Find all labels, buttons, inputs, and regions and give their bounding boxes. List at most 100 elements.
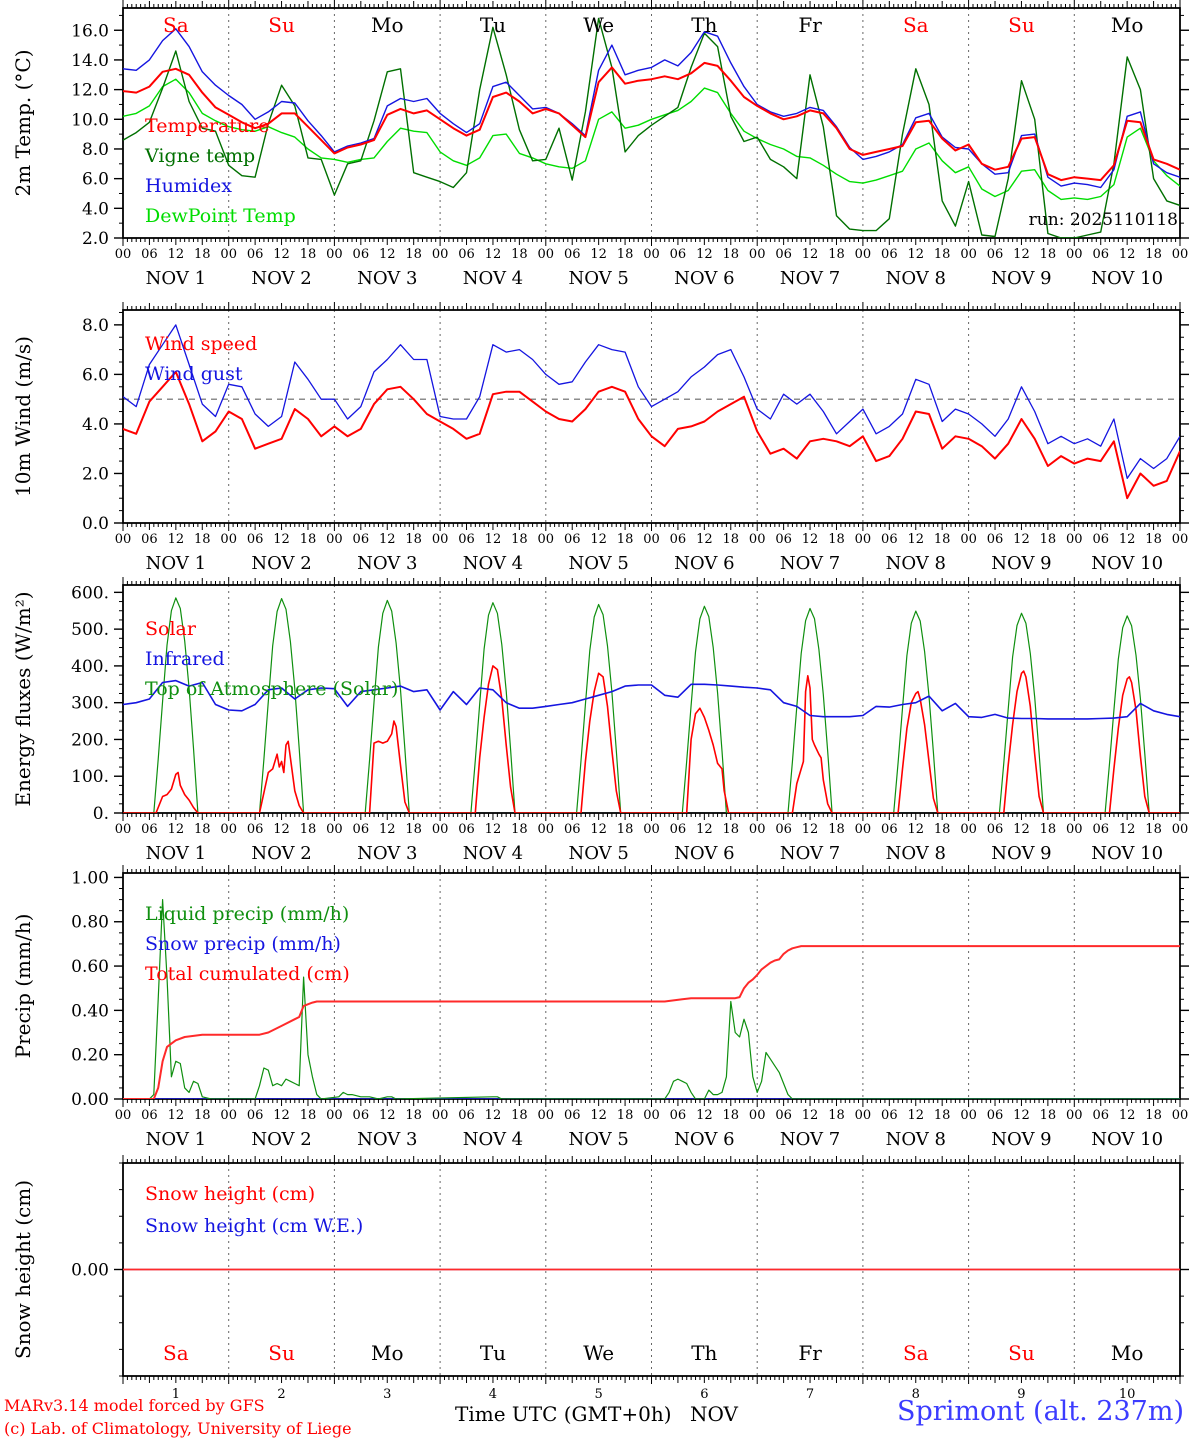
date-label: NOV 4 <box>463 553 523 574</box>
hour-tick-label: 18 <box>1040 247 1057 262</box>
y-tick-label: 1.00 <box>71 868 109 888</box>
hour-tick-label: 12 <box>590 532 607 547</box>
hour-tick-label: 12 <box>907 822 924 837</box>
day-name-label: We <box>583 13 614 37</box>
day-number-label: 8 <box>912 1387 920 1402</box>
hour-tick-label: 06 <box>458 532 475 547</box>
day-number-label: 10 <box>1119 1387 1136 1402</box>
day-name-label: Tu <box>480 13 506 37</box>
y-axis-title: Precip (mm/h) <box>11 914 35 1059</box>
hour-tick-label: 06 <box>564 532 581 547</box>
hour-tick-label: 18 <box>617 822 634 837</box>
hour-tick-label: 18 <box>617 247 634 262</box>
y-tick-label: 600. <box>71 583 109 603</box>
day-name-label: Fr <box>798 13 822 37</box>
date-label: NOV 9 <box>991 268 1051 289</box>
date-label: NOV 6 <box>674 553 734 574</box>
hour-tick-label: 00 <box>115 822 132 837</box>
hour-tick-label: 18 <box>723 532 740 547</box>
legend-wind-0: Wind speed <box>145 333 257 355</box>
hour-tick-label: 06 <box>564 1108 581 1123</box>
day-name-label: Fr <box>798 1341 822 1365</box>
hour-tick-label: 12 <box>379 532 396 547</box>
y-tick-label: 500. <box>71 620 109 640</box>
hour-tick-label: 18 <box>405 247 422 262</box>
hour-tick-label: 06 <box>1092 532 1109 547</box>
hour-tick-label: 12 <box>379 247 396 262</box>
hour-tick-label: 18 <box>828 822 845 837</box>
hour-tick-label: 06 <box>247 532 264 547</box>
hour-tick-label: 06 <box>670 532 687 547</box>
vigne-temp-line <box>123 17 1180 238</box>
date-label: NOV 5 <box>568 553 628 574</box>
hour-tick-label: 06 <box>670 247 687 262</box>
date-label: NOV 7 <box>780 268 840 289</box>
day-number-label: 9 <box>1017 1387 1025 1402</box>
hour-tick-label: 12 <box>590 1108 607 1123</box>
hour-tick-label: 12 <box>379 822 396 837</box>
hour-tick-label: 18 <box>300 822 317 837</box>
hour-tick-label: 18 <box>1145 1108 1162 1123</box>
temperature-line <box>123 61 1180 182</box>
y-tick-label: 300. <box>71 694 109 714</box>
hour-tick-label: 18 <box>194 822 211 837</box>
legend-energy-fluxes-2: Top of Atmosphere (Solar) <box>145 678 398 700</box>
hour-tick-label: 00 <box>1172 532 1189 547</box>
hour-tick-label: 12 <box>802 247 819 262</box>
hour-tick-label: 18 <box>723 1108 740 1123</box>
date-label: NOV 7 <box>780 553 840 574</box>
panel-snow-height: 0.00 Snow height (cm) Snow height (cm) Snow… <box>11 1155 1189 1402</box>
hour-tick-label: 12 <box>485 1108 502 1123</box>
day-name-label: Sa <box>163 13 189 37</box>
day-name-label: Sa <box>903 1341 929 1365</box>
hour-tick-label: 00 <box>1066 822 1083 837</box>
hour-tick-label: 06 <box>141 1108 158 1123</box>
hour-tick-label: 00 <box>326 532 343 547</box>
hour-tick-label: 12 <box>485 247 502 262</box>
total-cumulated-line <box>123 945 1180 1099</box>
hour-tick-label: 12 <box>696 822 713 837</box>
station-label: Sprimont (alt. 237m) <box>897 1396 1184 1427</box>
y-tick-label: 12.0 <box>71 81 109 101</box>
date-label: NOV 9 <box>991 1129 1051 1150</box>
day-name-label: Sa <box>903 13 929 37</box>
hour-tick-label: 12 <box>802 1108 819 1123</box>
hour-tick-label: 06 <box>1092 247 1109 262</box>
hour-tick-label: 00 <box>643 532 660 547</box>
hour-tick-label: 06 <box>987 247 1004 262</box>
y-tick-label: 0.00 <box>71 1090 109 1110</box>
date-label: NOV 6 <box>674 1129 734 1150</box>
hour-tick-label: 12 <box>273 822 290 837</box>
hour-tick-label: 00 <box>538 532 555 547</box>
y-axis-title: Snow height (cm) <box>11 1180 35 1359</box>
hour-tick-label: 06 <box>353 822 370 837</box>
hour-tick-label: 06 <box>141 532 158 547</box>
day-name-label: Mo <box>1111 13 1144 37</box>
hour-tick-label: 00 <box>960 532 977 547</box>
hour-tick-label: 18 <box>300 532 317 547</box>
hour-tick-label: 06 <box>881 822 898 837</box>
hour-tick-label: 06 <box>247 1108 264 1123</box>
hour-tick-label: 12 <box>273 532 290 547</box>
hour-tick-label: 06 <box>987 822 1004 837</box>
day-name-label: Su <box>268 1341 295 1365</box>
hour-tick-label: 00 <box>432 247 449 262</box>
date-label: NOV 5 <box>568 268 628 289</box>
hour-tick-label: 00 <box>432 532 449 547</box>
day-number-label: 6 <box>700 1387 708 1402</box>
hour-tick-label: 00 <box>855 532 872 547</box>
hour-tick-label: 12 <box>1119 247 1136 262</box>
hour-tick-label: 00 <box>538 822 555 837</box>
panel-temperature: 2.0 4.0 6.0 8.0 10.0 12.0 14.0 16.0 2m Temp. (°C… <box>11 0 1189 289</box>
day-name-label: Sa <box>163 1341 189 1365</box>
hour-tick-label: 00 <box>643 1108 660 1123</box>
y-tick-label: 14.0 <box>71 51 109 71</box>
date-label: NOV 3 <box>357 843 417 864</box>
hour-tick-label: 12 <box>168 822 185 837</box>
panel-frame <box>122 7 1181 239</box>
y-tick-label: 6.0 <box>82 365 109 385</box>
hour-tick-label: 00 <box>432 822 449 837</box>
time-axis-month: NOV <box>690 1402 738 1426</box>
hour-tick-label: 06 <box>353 532 370 547</box>
day-name-label: Mo <box>1111 1341 1144 1365</box>
